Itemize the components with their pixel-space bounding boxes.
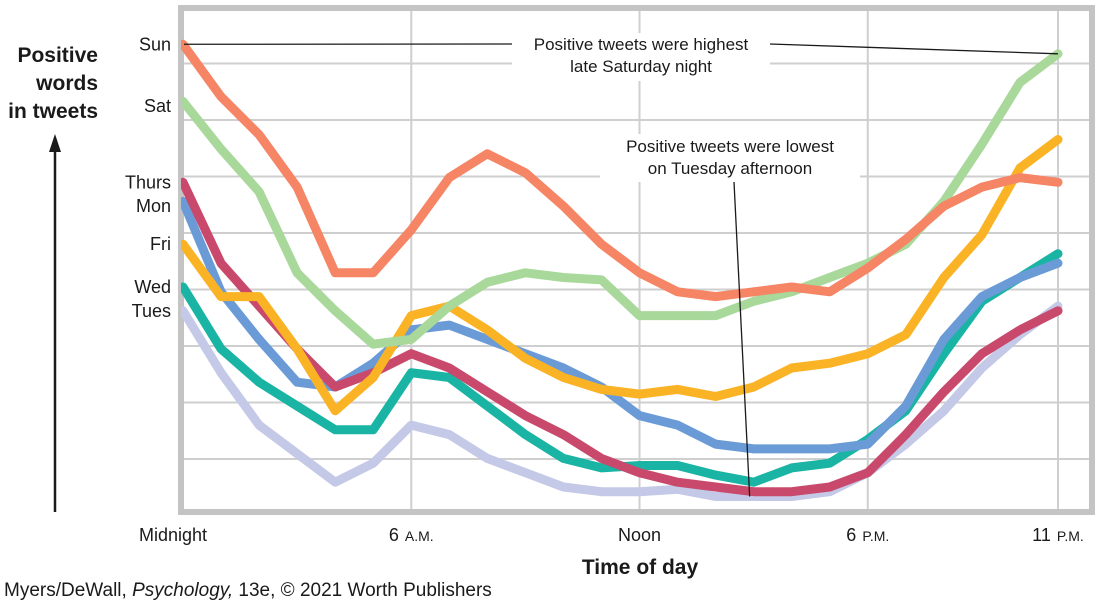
- annotation-box: [512, 33, 770, 81]
- annotation-leader: [733, 181, 751, 497]
- day-label: Sat: [144, 96, 171, 116]
- x-tick-main: 11: [1032, 525, 1051, 545]
- credit-author: Myers/DeWall,: [4, 580, 133, 601]
- annotation-text-lowest: on Tuesday afternoon: [648, 159, 812, 178]
- day-label: Mon: [136, 196, 171, 216]
- x-tick-main: 6: [846, 525, 856, 545]
- day-label-layer: Sun Sat Thurs Mon Fri Wed Tues: [125, 34, 171, 321]
- credit-rest: 13e, © 2021 Worth Publishers: [233, 580, 492, 601]
- annotation-leader: [769, 43, 1059, 55]
- x-tick-unit: P.M.: [1057, 528, 1084, 544]
- x-tick-label: Midnight: [139, 525, 207, 545]
- credit-line: Myers/DeWall, Psychology, 13e, © 2021 Wo…: [4, 580, 492, 602]
- x-tick-main: Midnight: [139, 525, 207, 545]
- annotation-text-lowest: Positive tweets were lowest: [626, 137, 834, 156]
- x-tick-label: Noon: [618, 525, 661, 545]
- day-label: Fri: [150, 234, 171, 254]
- series-line-thurs: [181, 177, 1063, 497]
- credit-book-title: Psychology,: [132, 580, 234, 601]
- annotation-box: [600, 134, 860, 182]
- annotation-text-highest: late Saturday night: [570, 57, 712, 76]
- x-tick-label: 11 P.M.: [1032, 525, 1084, 545]
- x-tick-label: 6 A.M.: [389, 525, 434, 545]
- day-label: Wed: [134, 277, 171, 297]
- series-line-fri: [181, 135, 1063, 416]
- y-axis-label: Positive words in tweets: [4, 42, 98, 126]
- y-axis-label-line: in tweets: [8, 100, 98, 123]
- day-label: Sun: [139, 34, 171, 54]
- x-tick-unit: P.M.: [862, 528, 889, 544]
- line-chart: Positive tweets were highest late Saturda…: [49, 5, 1095, 545]
- series-layer: [181, 39, 1063, 501]
- y-axis-arrow-head: [49, 134, 61, 152]
- x-tick-main: Noon: [618, 525, 661, 545]
- series-line-sun: [181, 39, 1063, 302]
- y-axis-label-line: Positive: [17, 44, 98, 67]
- series-line-tues: [181, 301, 1063, 501]
- day-label: Thurs: [125, 172, 171, 192]
- x-tick-label: 6 P.M.: [846, 525, 889, 545]
- annotation-text-highest: Positive tweets were highest: [534, 35, 749, 54]
- x-axis-label: Time of day: [581, 556, 699, 579]
- x-tick-main: 6: [389, 525, 399, 545]
- plot-frame: [178, 5, 1095, 515]
- annotation-layer: Positive tweets were highest late Saturda…: [183, 33, 1059, 497]
- day-label: Tues: [132, 301, 171, 321]
- x-tick-unit: A.M.: [405, 528, 434, 544]
- y-axis-label-line: words: [36, 72, 98, 95]
- x-tick-layer: Midnight 6 A.M. Noon 6 P.M. 11 P.M.: [139, 525, 1084, 545]
